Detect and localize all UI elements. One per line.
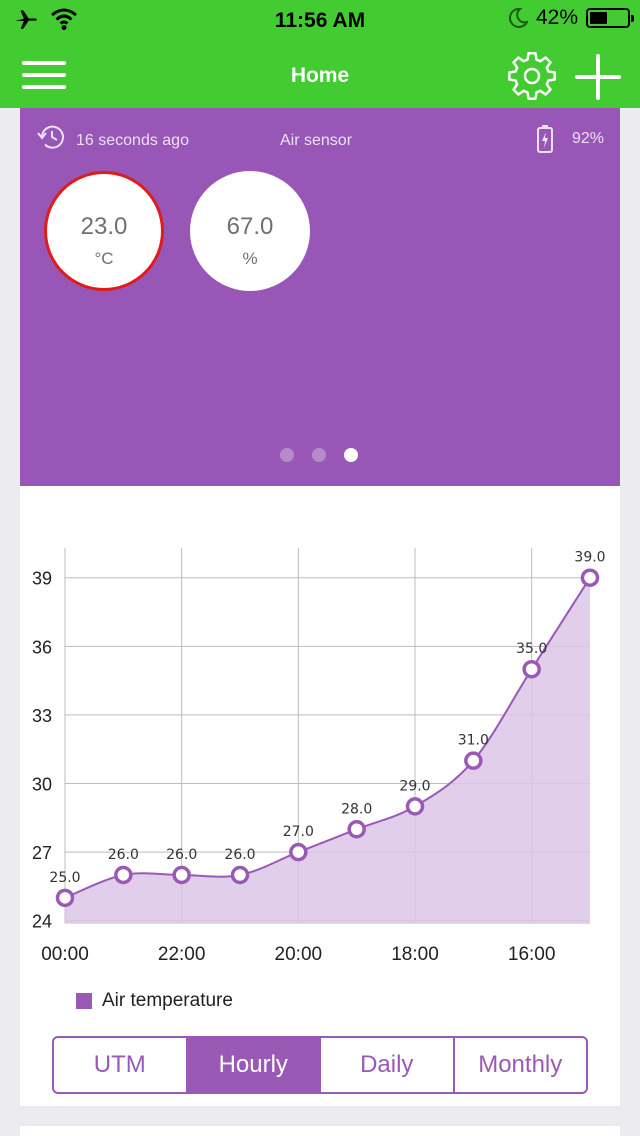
page-title: Home	[290, 64, 350, 87]
tab-daily[interactable]: Daily	[321, 1038, 455, 1092]
status-time: 11:56 AM	[274, 9, 366, 32]
temperature-unit: °C	[94, 249, 114, 268]
add-button[interactable]	[574, 54, 622, 100]
last-updated-text: 16 seconds ago	[76, 132, 189, 149]
humidity-value: 67.0	[226, 213, 274, 240]
x-tick-label: 00:00	[41, 944, 89, 965]
battery-charging-icon	[536, 125, 553, 153]
settings-button[interactable]	[505, 50, 559, 102]
hamburger-icon	[22, 73, 66, 77]
temperature-reading[interactable]: 23.0 °C	[44, 171, 164, 291]
data-label: 28.0	[341, 801, 372, 817]
y-tick-label: 33	[32, 706, 52, 726]
tab-monthly[interactable]: Monthly	[478, 1051, 563, 1078]
sensor-battery-text: 92%	[571, 130, 604, 147]
y-tick-label: 30	[32, 775, 52, 795]
tab-hourly[interactable]: Hourly	[187, 1038, 321, 1092]
sensor-card[interactable]: 16 seconds ago Air sensor 92% 23.0 °C 67…	[20, 108, 620, 486]
battery-icon	[586, 8, 634, 28]
data-point	[405, 797, 425, 816]
temperature-value: 23.0	[80, 213, 128, 240]
data-point	[522, 659, 541, 679]
page-indicator	[280, 448, 358, 462]
gear-outline	[508, 52, 556, 100]
battery-fill	[590, 12, 607, 24]
legend-label: Air temperature	[102, 990, 233, 1011]
chart-card: 24 27 30 33 36 39 00:00 22:00 20:00 18:00 16:00 25.…	[20, 486, 620, 1106]
y-tick-label: 39	[32, 569, 52, 589]
y-tick-label: 27	[32, 843, 52, 863]
status-left	[12, 6, 78, 32]
data-label: 26.0	[166, 847, 197, 863]
history-icon	[37, 125, 64, 149]
gear-hub	[523, 67, 541, 85]
data-point	[580, 568, 600, 587]
data-point	[289, 842, 308, 862]
humidity-unit: %	[242, 249, 258, 268]
hamburger-icon	[22, 85, 66, 89]
humidity-reading[interactable]: 67.0 %	[190, 171, 310, 291]
data-label: 35.0	[516, 641, 547, 657]
data-point	[172, 865, 191, 885]
data-label: 25.0	[49, 870, 80, 886]
legend-swatch	[76, 993, 92, 1009]
data-point	[464, 751, 483, 770]
chart-legend: Air temperature	[76, 990, 233, 1012]
x-tick-label: 16:00	[508, 944, 556, 965]
page-dot[interactable]	[280, 448, 294, 462]
data-label: 27.0	[283, 824, 314, 840]
hamburger-icon	[22, 61, 66, 65]
airplane-icon	[15, 10, 37, 29]
data-point	[55, 888, 75, 908]
last-updated: 16 seconds ago	[36, 122, 189, 152]
page-dot[interactable]	[344, 448, 358, 462]
plus-icon	[575, 54, 621, 100]
sensor-name: Air sensor	[280, 132, 353, 149]
data-point	[230, 865, 250, 885]
y-tick-label: 24	[32, 912, 52, 932]
x-tick-label: 22:00	[158, 944, 206, 965]
data-label: 26.0	[108, 847, 139, 863]
series-area	[65, 577, 590, 923]
sensor-battery: 92%	[536, 124, 604, 154]
x-tick-label: 18:00	[391, 944, 439, 965]
status-bar: 11:56 AM 42%	[0, 0, 640, 40]
y-tick-label: 36	[32, 637, 52, 657]
data-label: 39.0	[574, 550, 605, 566]
tab-utm[interactable]: UTM	[54, 1038, 188, 1092]
temperature-chart: 24 27 30 33 36 39 00:00 22:00 20:00 18:00 16:00 25.…	[32, 548, 606, 965]
moon-icon	[508, 7, 528, 28]
data-label: 26.0	[224, 847, 255, 863]
data-point	[114, 865, 133, 885]
x-tick-label: 20:00	[275, 944, 323, 965]
range-selector: UTM Hourly Daily Monthly	[52, 1036, 588, 1094]
menu-button[interactable]	[22, 58, 68, 92]
wifi-icon	[51, 8, 77, 30]
page-dot[interactable]	[312, 448, 326, 462]
battery-percent: 42%	[535, 6, 578, 29]
data-point	[347, 820, 366, 839]
nav-bar: Home	[0, 40, 640, 108]
status-right: 42%	[508, 6, 634, 30]
data-label: 29.0	[399, 778, 430, 794]
gear-icon	[508, 52, 556, 100]
next-card	[20, 1126, 620, 1136]
data-label: 31.0	[458, 733, 489, 749]
